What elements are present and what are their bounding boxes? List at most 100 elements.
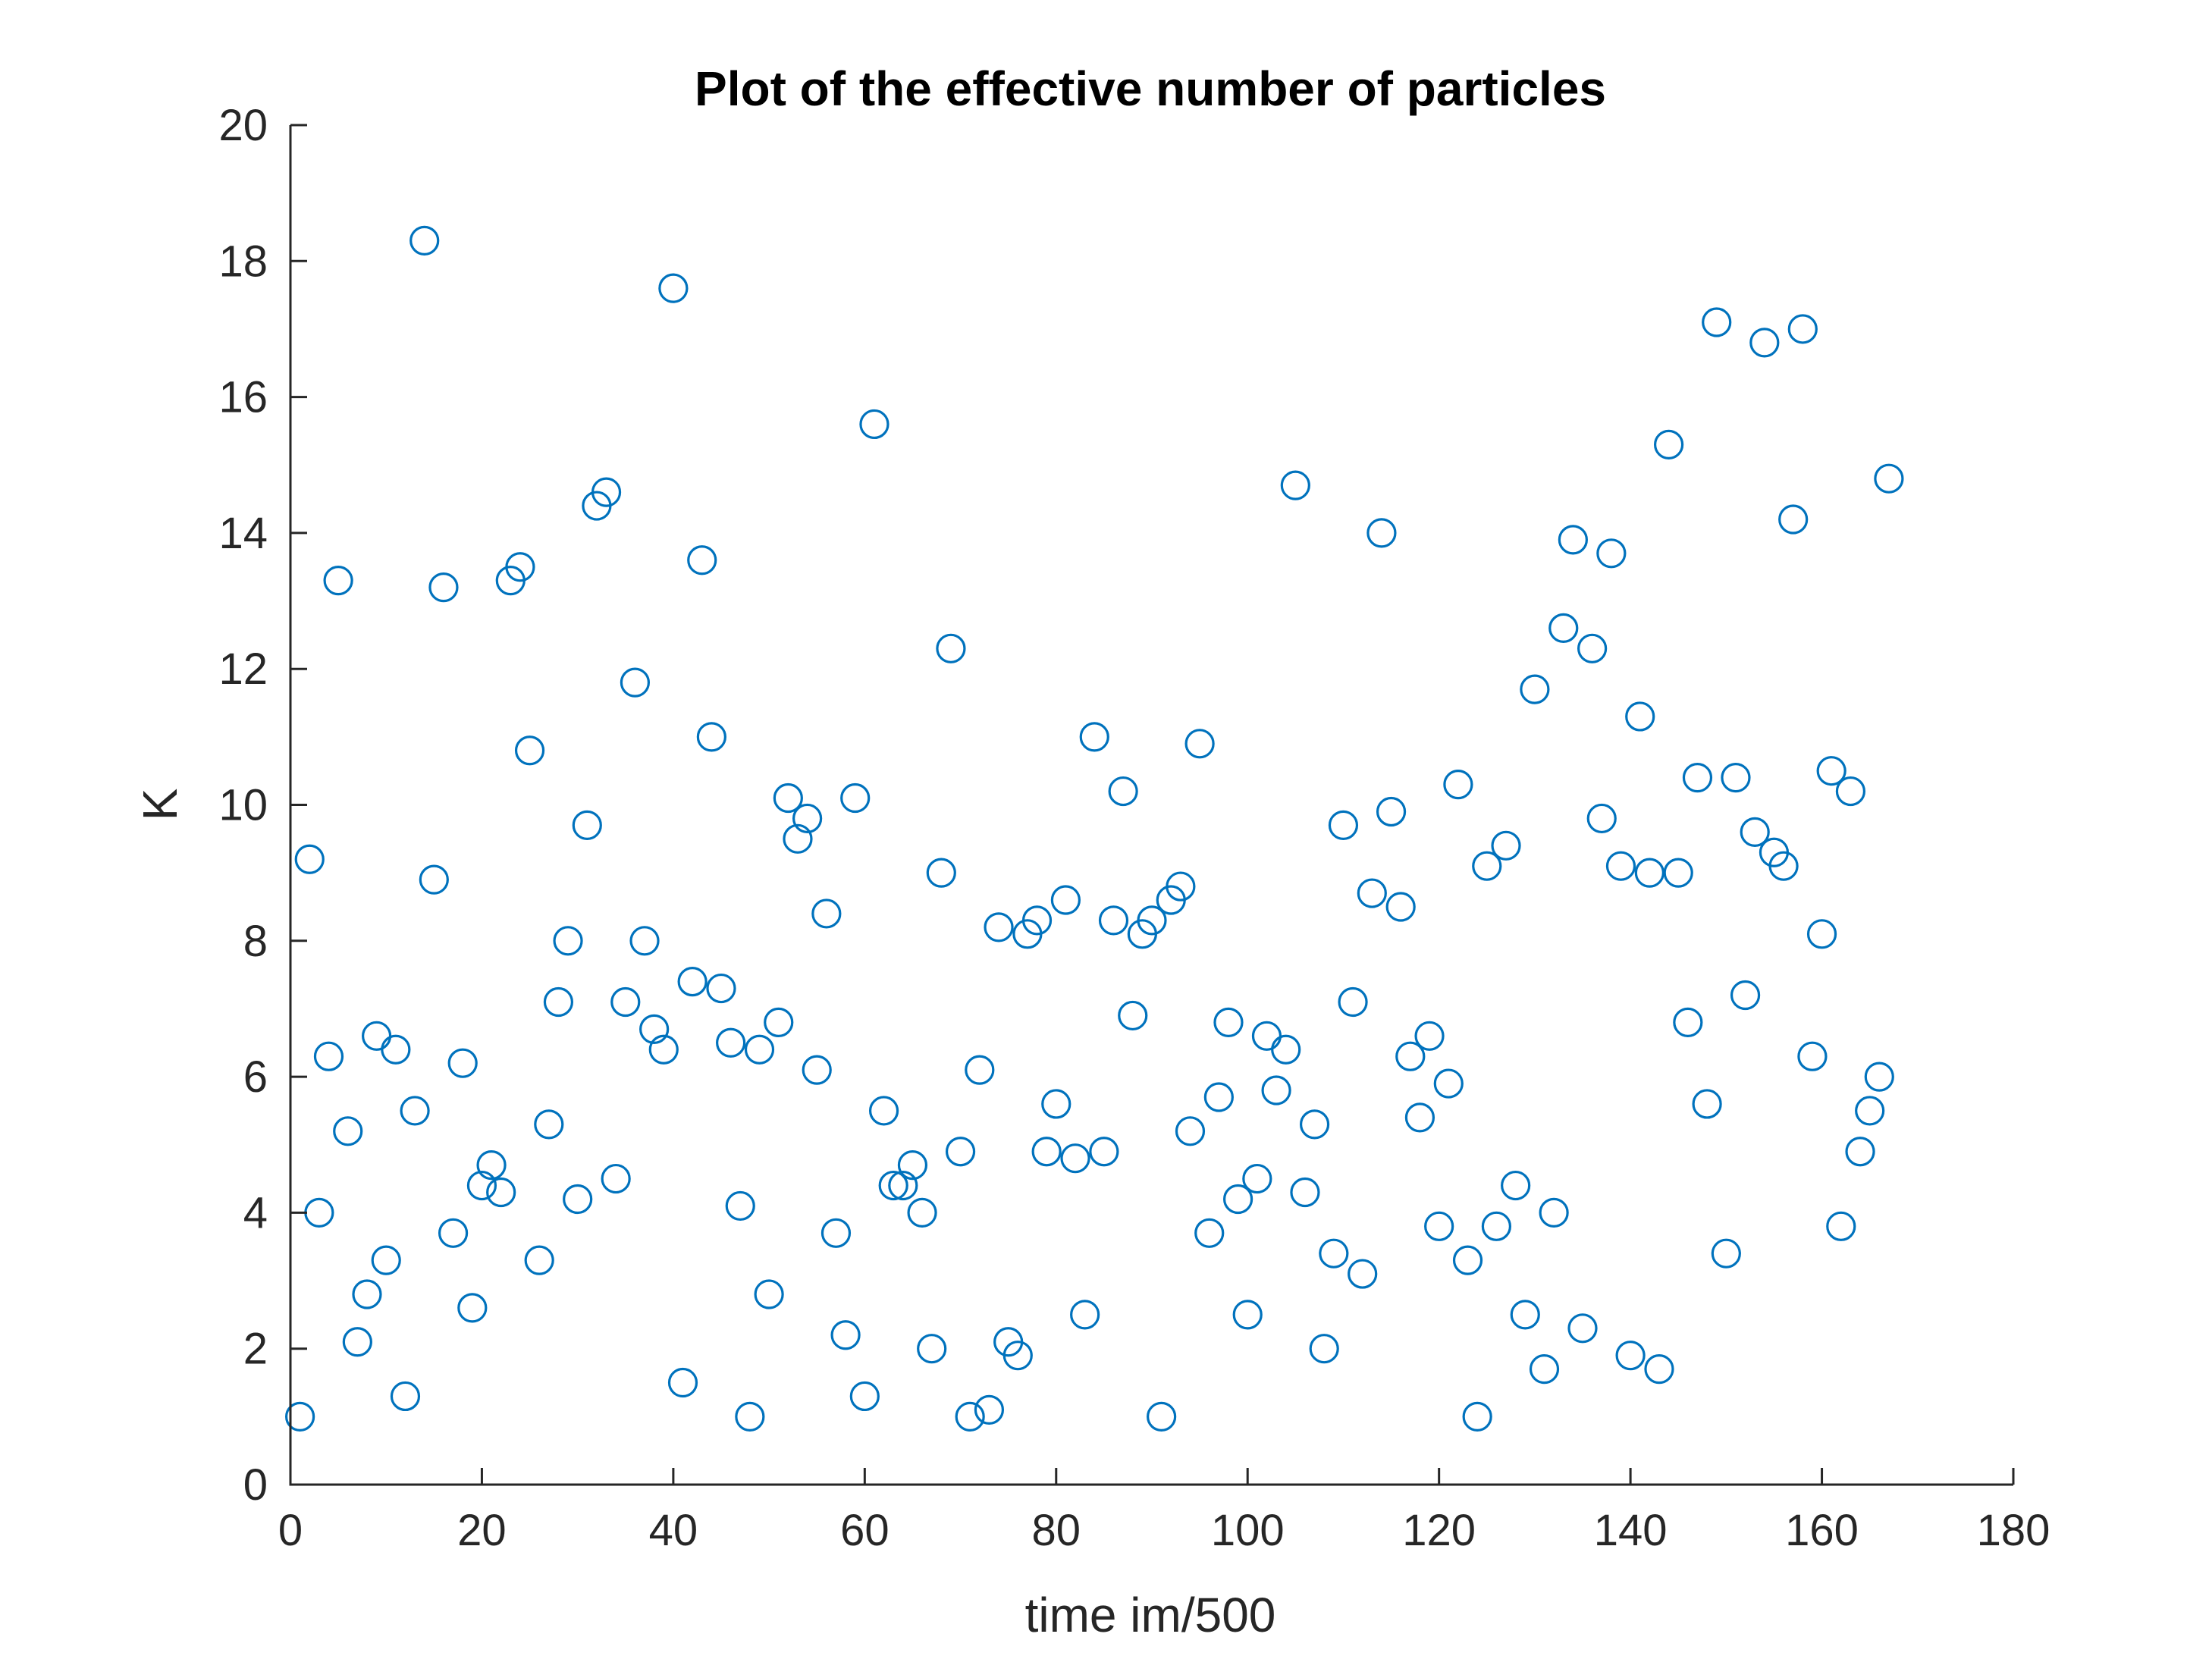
data-point — [428, 572, 459, 603]
data-point — [1328, 810, 1359, 840]
data-point — [820, 1218, 852, 1248]
data-markers — [285, 225, 1904, 1432]
data-point — [1596, 538, 1627, 569]
y-tick-label: 12 — [218, 644, 268, 694]
data-point — [735, 1401, 765, 1432]
data-point — [1567, 1313, 1598, 1344]
x-tick-label: 0 — [278, 1506, 303, 1555]
data-point — [1261, 1075, 1291, 1105]
data-point — [1510, 1300, 1540, 1330]
y-tick-label: 14 — [218, 509, 268, 558]
data-point — [1203, 1082, 1234, 1112]
data-point — [907, 1197, 937, 1228]
data-point — [696, 722, 726, 752]
data-point — [1558, 525, 1588, 555]
data-point — [849, 1381, 880, 1412]
data-point — [1118, 1000, 1148, 1031]
data-point — [1472, 851, 1502, 881]
data-point — [936, 633, 966, 663]
data-point — [1280, 470, 1310, 500]
data-point — [285, 1401, 315, 1432]
data-point — [744, 1034, 775, 1065]
data-point — [1874, 463, 1904, 494]
data-point — [1108, 776, 1138, 807]
data-point — [1501, 1170, 1531, 1201]
data-point — [1529, 1353, 1560, 1385]
data-point — [1424, 1211, 1454, 1241]
data-point — [802, 1055, 832, 1085]
data-point — [629, 926, 660, 956]
data-point — [1070, 1300, 1100, 1330]
data-point — [945, 1137, 976, 1167]
data-point — [1021, 905, 1053, 936]
data-point — [974, 1394, 1005, 1425]
x-tick-label: 40 — [649, 1506, 698, 1555]
data-point — [486, 1177, 516, 1208]
data-point — [409, 225, 440, 256]
data-point — [1366, 518, 1397, 548]
data-point — [1404, 1102, 1435, 1133]
data-point — [830, 1320, 861, 1350]
data-point — [1222, 1184, 1253, 1215]
data-point — [1692, 1089, 1722, 1119]
data-point — [1682, 763, 1713, 793]
data-point — [1060, 1143, 1090, 1174]
y-axis: 0 2 4 6 8 10 12 14 16 18 20 — [218, 101, 307, 1510]
data-point — [543, 986, 574, 1018]
data-point — [390, 1381, 421, 1412]
data-point — [419, 864, 449, 895]
y-tick-label: 0 — [243, 1460, 268, 1510]
data-point — [1625, 701, 1655, 732]
data-point — [1194, 1218, 1225, 1248]
data-point — [878, 1170, 908, 1201]
data-point — [1175, 1116, 1206, 1146]
data-point — [1491, 830, 1521, 861]
data-point — [1395, 1041, 1426, 1071]
data-point — [610, 986, 641, 1018]
data-point — [601, 1163, 631, 1194]
data-point — [917, 1334, 947, 1364]
data-point — [926, 858, 956, 888]
data-point — [1079, 722, 1109, 752]
data-point — [1711, 1238, 1741, 1269]
data-point — [859, 409, 890, 440]
x-tick-label: 100 — [1211, 1506, 1285, 1555]
data-point — [1673, 1007, 1703, 1037]
data-point — [1548, 613, 1579, 644]
chart-title: Plot of the effective number of particle… — [695, 61, 1606, 116]
data-point — [1864, 1062, 1894, 1092]
data-point — [1586, 803, 1617, 834]
data-point — [563, 1184, 593, 1215]
data-point — [1271, 1034, 1301, 1065]
data-point — [1452, 1245, 1483, 1275]
data-point — [1730, 980, 1761, 1011]
data-point — [888, 1170, 918, 1201]
data-point — [1644, 1353, 1674, 1385]
data-point — [1147, 1401, 1177, 1432]
y-tick-label: 6 — [243, 1052, 268, 1102]
data-point — [1299, 1109, 1330, 1140]
data-point — [783, 823, 813, 854]
data-point — [984, 912, 1014, 942]
data-point — [1137, 905, 1167, 936]
data-point — [1385, 892, 1416, 922]
data-point — [868, 1096, 899, 1126]
data-point — [1462, 1401, 1492, 1432]
data-point — [1443, 770, 1473, 800]
data-point — [438, 1218, 469, 1248]
data-point — [1855, 1096, 1885, 1126]
data-point — [591, 477, 622, 507]
data-point — [620, 667, 651, 698]
x-axis: 0 20 40 60 80 100 120 140 160 180 — [278, 1468, 2050, 1555]
data-point — [1002, 1341, 1033, 1371]
data-point — [1309, 1334, 1339, 1364]
data-point — [313, 1041, 344, 1071]
data-point — [687, 545, 717, 575]
data-point — [792, 803, 823, 834]
data-point — [371, 1245, 401, 1275]
data-point — [1050, 885, 1081, 915]
data-point — [381, 1034, 411, 1065]
data-point — [1778, 504, 1809, 535]
data-point — [476, 1150, 507, 1181]
data-point — [658, 273, 689, 303]
